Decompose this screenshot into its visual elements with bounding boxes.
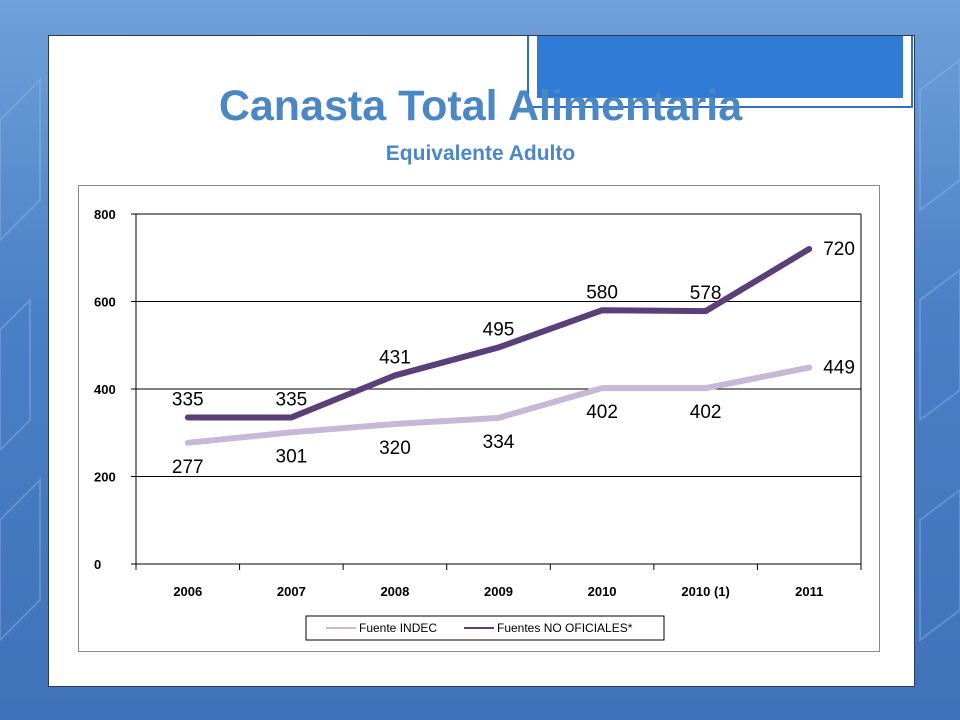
- y-tick-label: 400: [94, 382, 116, 397]
- chart-frame: 0 200 400 600 800 2006 2007 2008 2009 2010 2010 (1…: [78, 185, 880, 652]
- slide-title: Canasta Total Alimentaria: [218, 82, 743, 130]
- data-label-no-oficiales: 335: [276, 389, 308, 410]
- data-label-indec: 320: [379, 438, 411, 459]
- x-tick-label: 2010 (1): [681, 584, 729, 599]
- data-label-no-oficiales: 578: [690, 283, 722, 304]
- data-label-indec: 301: [276, 446, 308, 467]
- data-label-indec: 277: [172, 457, 204, 478]
- legend-label-indec: Fuente INDEC: [359, 621, 437, 635]
- accent-box: [527, 36, 913, 108]
- y-tick-label: 800: [94, 207, 116, 222]
- y-tick-label: 600: [94, 295, 116, 310]
- y-tick-label: 0: [94, 557, 101, 572]
- data-label-indec: 449: [823, 358, 855, 379]
- data-label-indec: 402: [690, 402, 722, 423]
- x-tick-label: 2006: [173, 584, 202, 599]
- x-tick-label: 2010: [588, 584, 617, 599]
- data-label-indec: 334: [483, 432, 515, 453]
- data-label-indec: 402: [586, 402, 618, 423]
- data-label-no-oficiales: 431: [379, 347, 411, 368]
- y-tick-label: 200: [94, 470, 116, 485]
- x-tick-label: 2007: [277, 584, 306, 599]
- line-chart: 0 200 400 600 800 2006 2007 2008 2009 2010 2010 (1…: [94, 207, 862, 641]
- accent-fill: [537, 36, 903, 98]
- x-tick-label: 2011: [795, 584, 823, 599]
- data-label-no-oficiales: 495: [483, 319, 515, 340]
- slide-subtitle: Equivalente Adulto: [385, 142, 576, 165]
- data-label-no-oficiales: 720: [823, 239, 855, 260]
- legend-label-no-oficiales: Fuentes NO OFICIALES*: [497, 621, 633, 635]
- data-label-no-oficiales: 335: [172, 389, 204, 410]
- x-tick-label: 2009: [484, 584, 513, 599]
- data-label-no-oficiales: 580: [586, 282, 618, 303]
- x-tick-label: 2008: [380, 584, 409, 599]
